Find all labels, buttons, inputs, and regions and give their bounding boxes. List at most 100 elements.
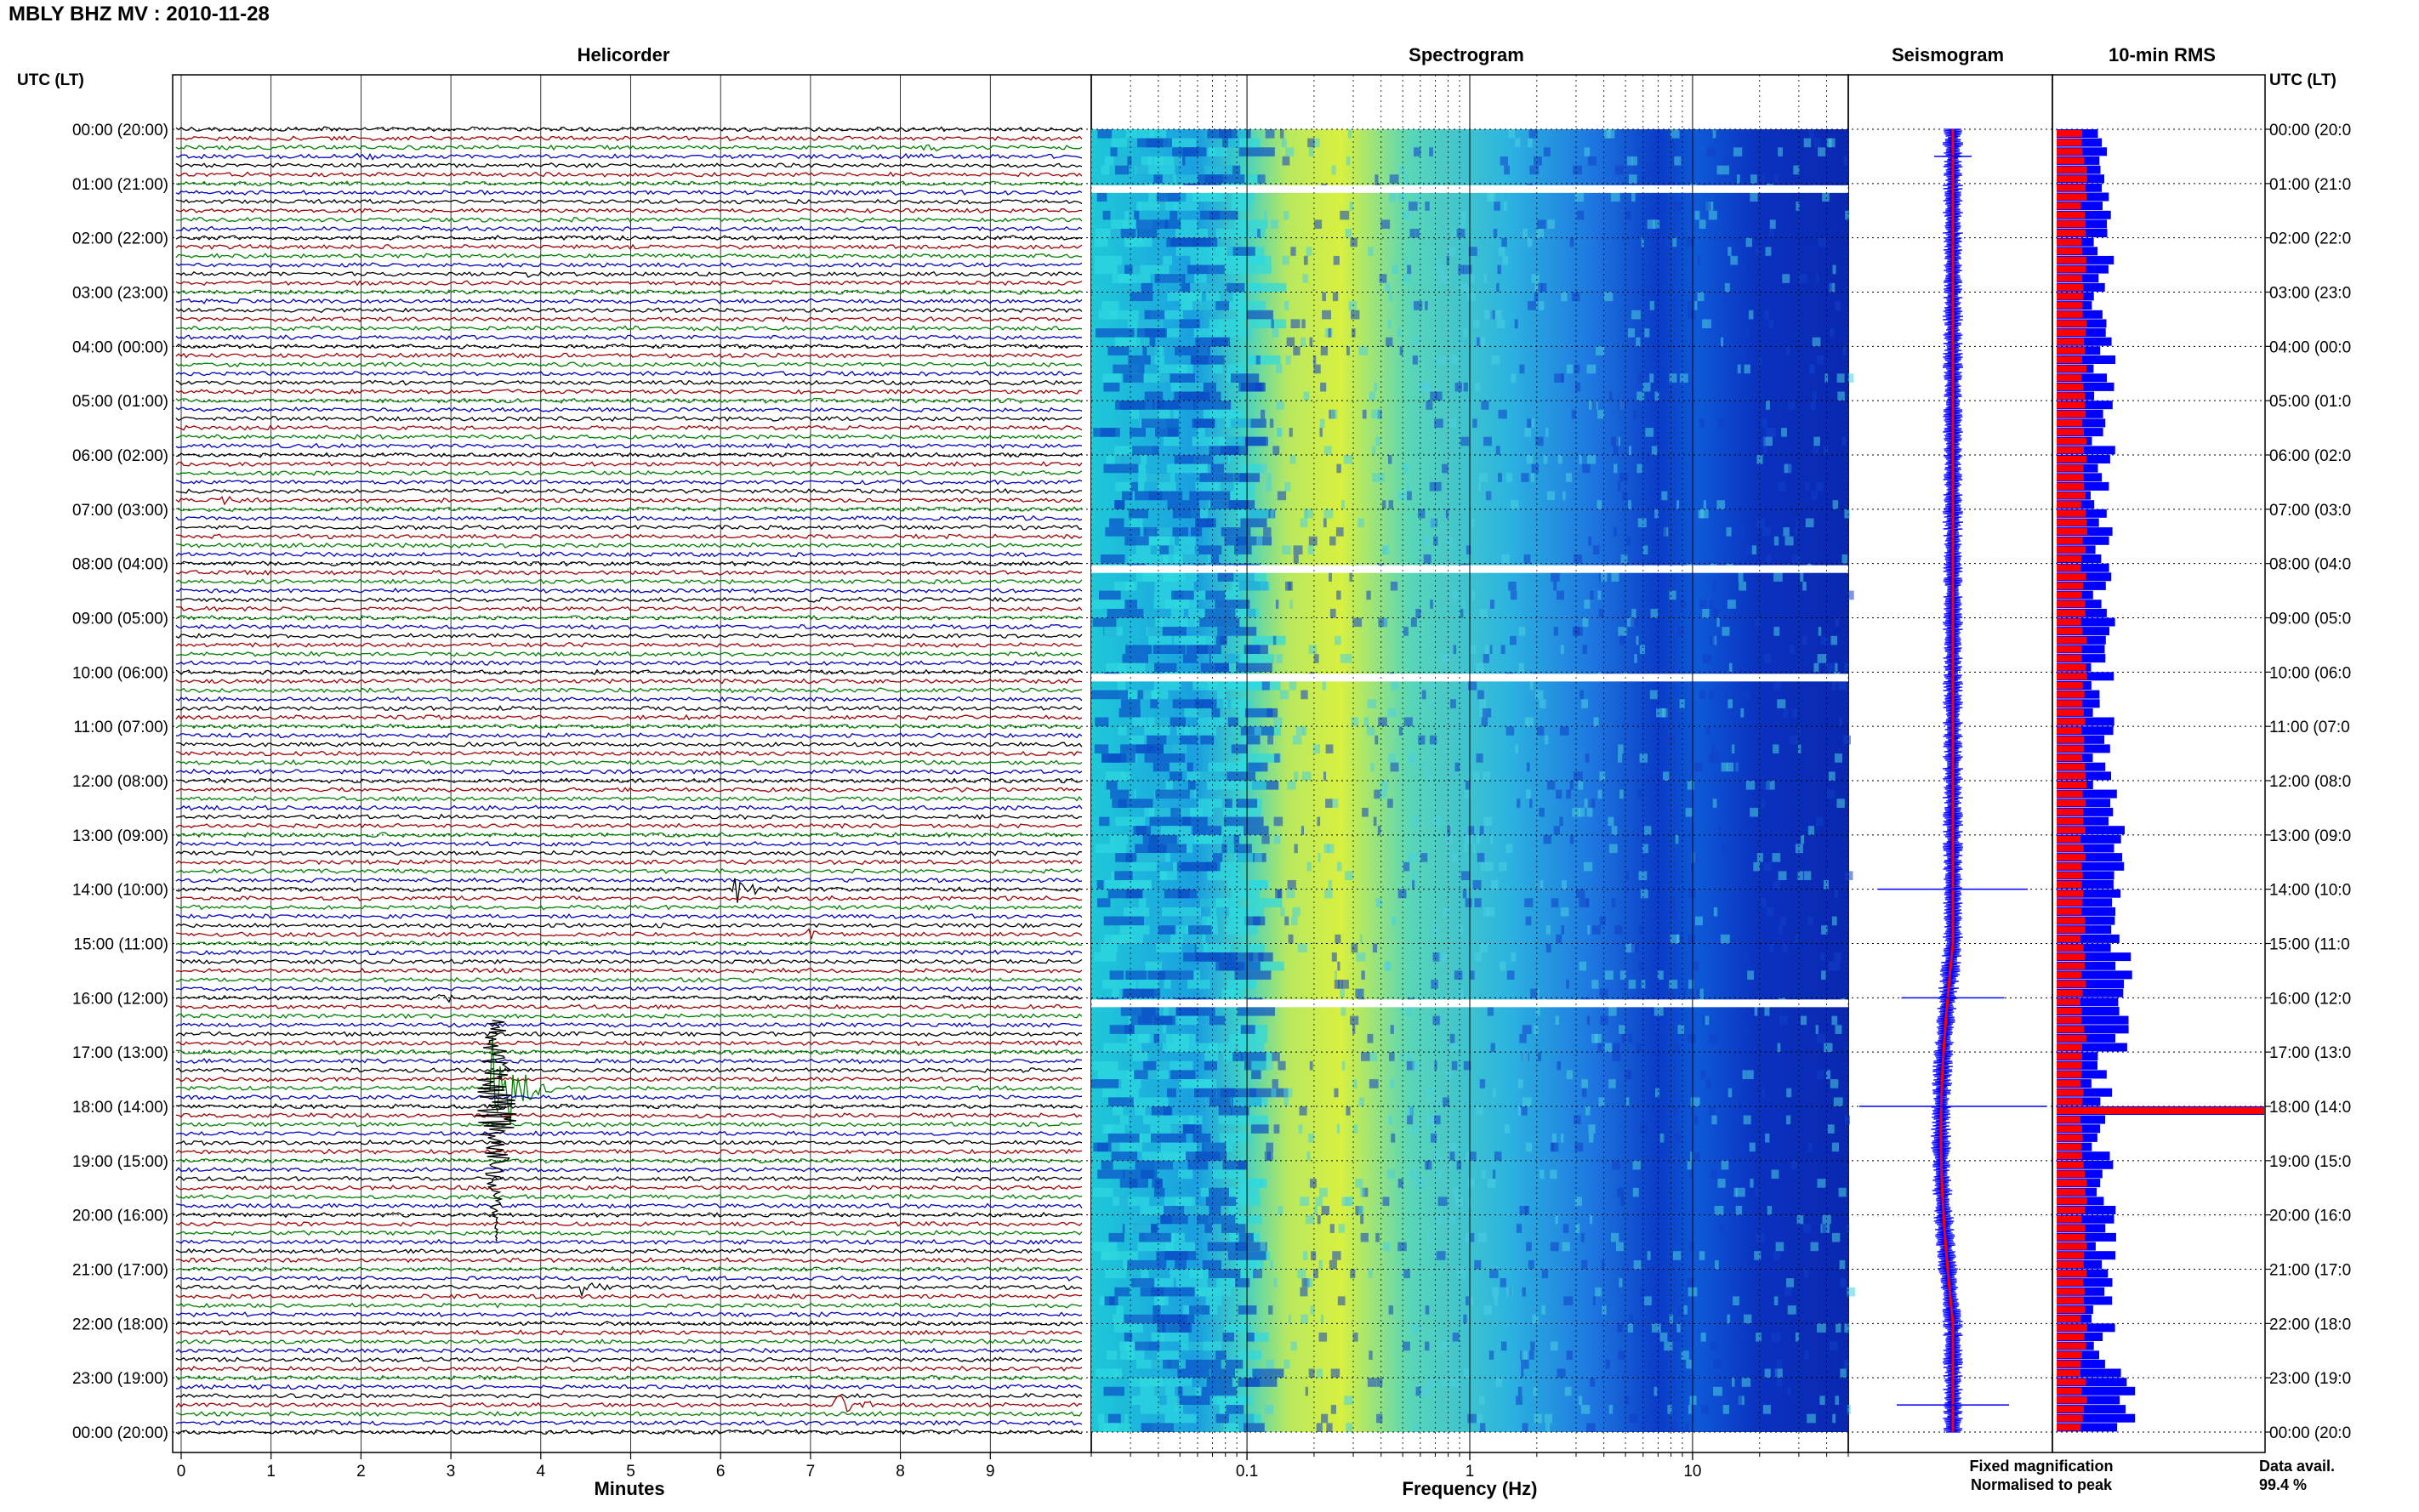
spectrogram-speckle [1834, 662, 1838, 673]
spectrogram-cell [1160, 1333, 1189, 1342]
rms-bar-normalised [2057, 492, 2086, 499]
spectrogram-cell [1103, 880, 1142, 890]
rms-bar-normalised [2057, 1279, 2083, 1287]
spectrogram-speckle [1313, 138, 1320, 148]
spectrogram-speckle [1429, 147, 1433, 156]
spectrogram-speckle [1719, 1224, 1725, 1233]
spectrogram-speckle [1366, 590, 1371, 600]
spectrogram-speckle [1470, 645, 1477, 654]
spectrogram-speckle [1663, 264, 1671, 275]
spectrogram-cell [1175, 1015, 1198, 1026]
spectrogram-speckle [1253, 1269, 1262, 1279]
spectrogram-cell [1175, 1405, 1183, 1414]
spectrogram-speckle [1426, 401, 1433, 410]
spectrogram-speckle [1656, 391, 1665, 401]
spectrogram-speckle [1582, 463, 1591, 474]
spectrogram-speckle [1783, 527, 1790, 537]
spectrogram-speckle [1500, 1278, 1506, 1287]
rms-bar-fixed [2057, 880, 2114, 889]
spectrogram-cell [1119, 1341, 1149, 1351]
rms-bar-fixed [2057, 1359, 2105, 1368]
spectrogram-cell [1236, 536, 1272, 546]
spectrogram-speckle [1708, 210, 1717, 220]
spectrogram-cell [1136, 826, 1151, 835]
rms-bar-normalised [2057, 1071, 2082, 1078]
spectrogram-speckle [1653, 219, 1660, 229]
time-label-left: 10:00 (06:00) [72, 664, 168, 682]
spectrogram-cell [1129, 1179, 1148, 1188]
spectrogram-speckle [1639, 645, 1645, 654]
time-label-right: 11:00 (07:0 [2269, 719, 2350, 736]
spectrogram-speckle [1639, 1124, 1648, 1134]
spectrogram-speckle [1287, 781, 1296, 790]
spectrogram-speckle [1458, 264, 1464, 275]
spectrogram-cell [1144, 735, 1167, 745]
spectrogram-speckle [1301, 319, 1306, 328]
helicorder-trace [175, 1384, 1083, 1390]
spectrogram-speckle [1708, 753, 1714, 763]
spectrogram-cell [1247, 310, 1273, 320]
spectrogram-cell [1251, 1070, 1261, 1079]
spectrogram-speckle [1487, 1179, 1496, 1188]
rms-bar-normalised [2057, 1306, 2086, 1314]
spectrogram-speckle [1440, 274, 1449, 283]
spectrogram-cell [1155, 789, 1190, 799]
spectrogram-speckle [1638, 925, 1643, 935]
spectrogram-cell [1175, 346, 1210, 355]
helicorder-trace [175, 832, 1083, 838]
spectrogram-cell [1124, 210, 1135, 220]
spectrogram-speckle [1460, 282, 1470, 293]
spectrogram-cell [1163, 1359, 1179, 1369]
spectrogram-cell [1200, 735, 1215, 745]
helicorder-trace [175, 605, 1083, 612]
spectrogram-speckle [1642, 545, 1648, 554]
spectrogram-speckle [1293, 346, 1301, 355]
spectrogram-speckle [1288, 1314, 1292, 1324]
spectrogram-speckle [1466, 292, 1477, 302]
spectrogram-cell [1102, 1088, 1139, 1098]
spectrogram-speckle [1368, 1269, 1373, 1279]
spectrogram-speckle [1270, 1259, 1273, 1270]
spectrogram-speckle [1778, 147, 1783, 156]
helicorder-trace [175, 623, 1083, 630]
spectrogram-cell [1112, 799, 1127, 808]
spectrogram-speckle [1496, 319, 1505, 328]
spectrogram-speckle [1536, 219, 1546, 229]
helicorder-trace [175, 144, 1083, 152]
spectrogram-cell [1136, 853, 1171, 862]
helicorder-trace [175, 768, 1083, 775]
spectrogram-speckle [1831, 681, 1836, 691]
spectrogram-speckle [1747, 970, 1754, 980]
helicorder-trace [175, 1275, 1083, 1282]
spectrogram-speckle [1460, 210, 1467, 220]
spectrogram-speckle [1574, 554, 1583, 564]
spectrogram-speckle [1756, 853, 1763, 862]
spectrogram-cell [1129, 789, 1136, 799]
spectrogram-speckle [1771, 1333, 1781, 1342]
spectrogram-speckle [1777, 699, 1786, 708]
spectrogram-cell [1234, 853, 1253, 862]
spectrogram-cell [1237, 1007, 1275, 1016]
spectrogram-speckle [1477, 690, 1484, 700]
spectrogram-speckle [1683, 1305, 1688, 1315]
helicorder-trace [175, 479, 1083, 486]
spectrogram-speckle [1761, 781, 1770, 790]
spectrogram-cell [1227, 880, 1269, 890]
rms-bar-normalised [2057, 1080, 2081, 1088]
helicorder-trace [175, 461, 1083, 468]
spectrogram-speckle [1441, 654, 1450, 663]
spectrogram-cell [1237, 436, 1268, 446]
spectrogram-speckle [1631, 608, 1636, 618]
spectrogram-speckle [1584, 600, 1591, 609]
spectrogram-speckle [1362, 1187, 1369, 1197]
spectrogram-cell [1248, 980, 1256, 989]
spectrogram-speckle [1420, 853, 1428, 862]
spectrogram-speckle [1688, 1405, 1692, 1414]
spectrogram-speckle [1485, 861, 1494, 872]
helicorder-trace [175, 434, 1083, 441]
rms-bar-fixed [2057, 1423, 2118, 1432]
spectrogram-speckle [1388, 1115, 1393, 1125]
spectrogram-speckle [1762, 1088, 1765, 1098]
spectrogram-cell [1229, 1169, 1244, 1179]
spectrogram-cell [1250, 282, 1287, 293]
